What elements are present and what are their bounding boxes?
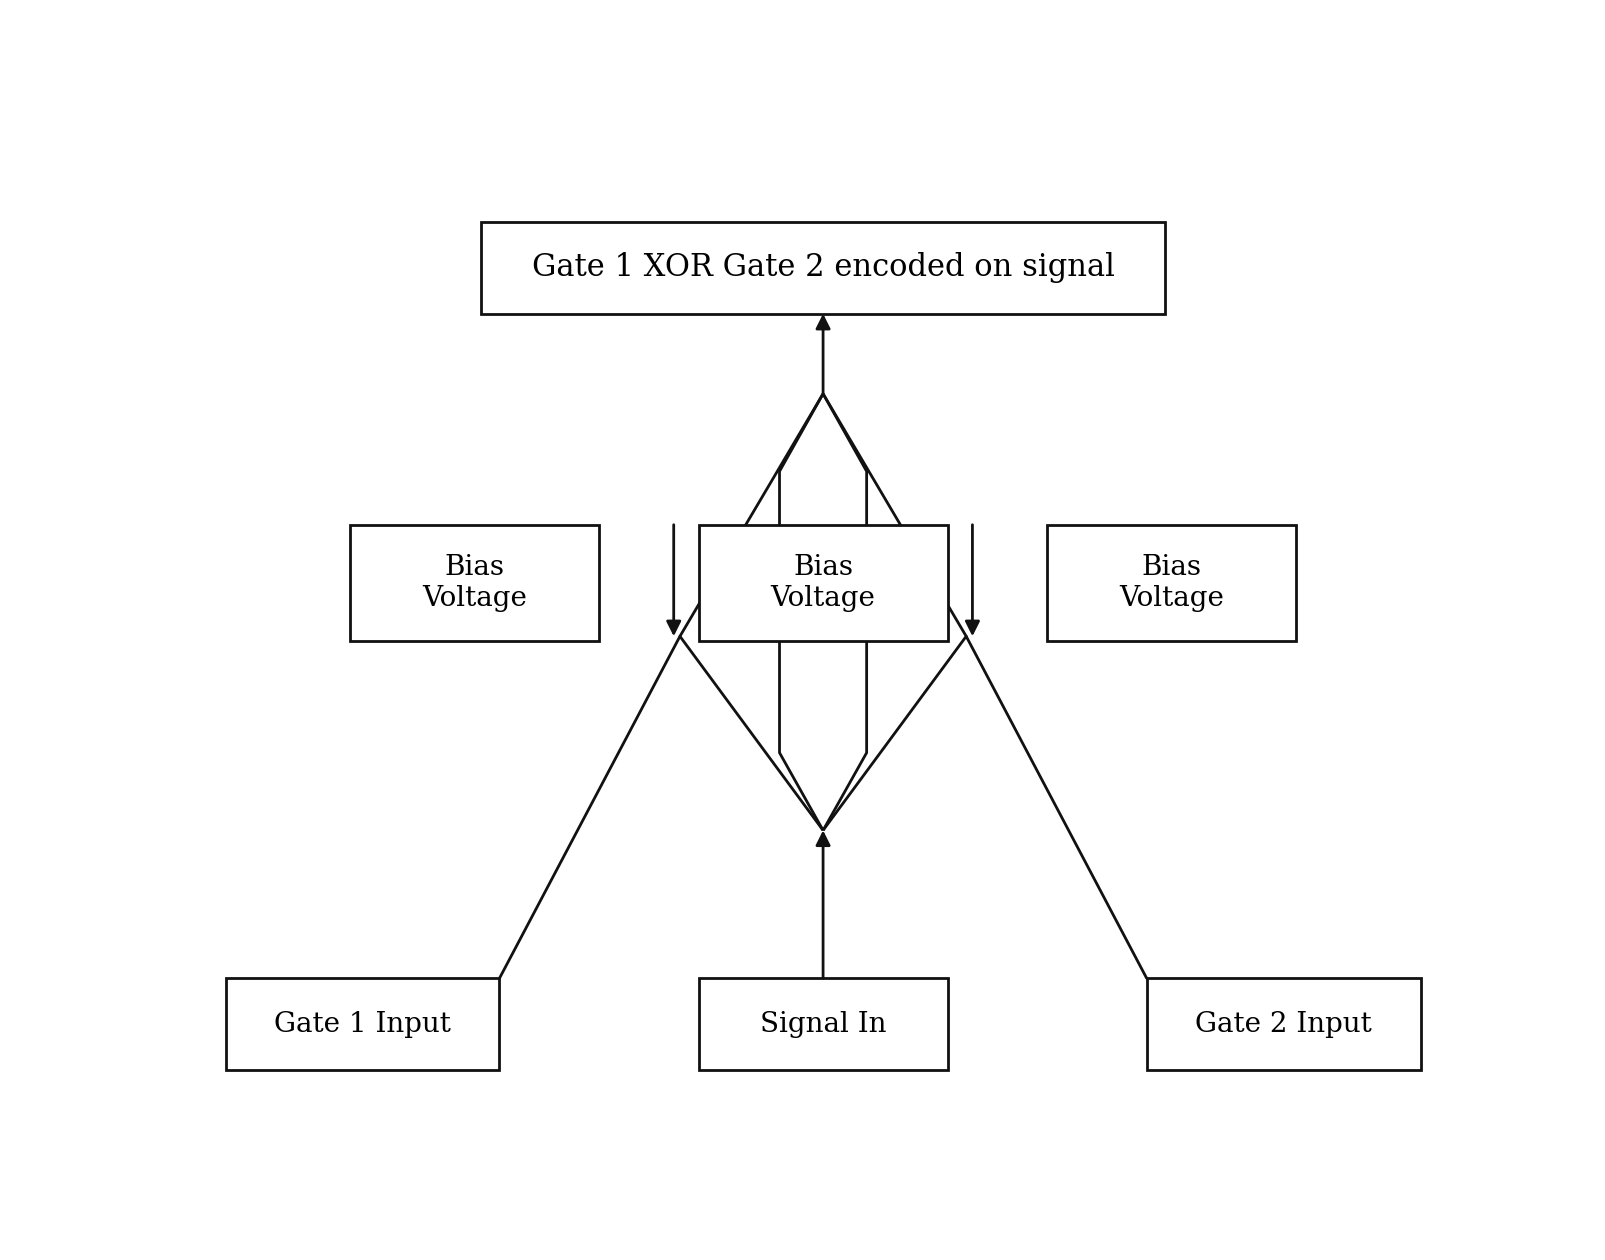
Text: Signal In: Signal In (759, 1011, 886, 1038)
Text: Gate 1 XOR Gate 2 encoded on signal: Gate 1 XOR Gate 2 encoded on signal (531, 252, 1114, 284)
FancyBboxPatch shape (698, 978, 947, 1071)
FancyBboxPatch shape (1146, 978, 1420, 1071)
Text: Gate 2 Input: Gate 2 Input (1194, 1011, 1371, 1038)
FancyBboxPatch shape (225, 978, 499, 1071)
FancyBboxPatch shape (1046, 524, 1295, 641)
Text: Bias
Voltage: Bias Voltage (1119, 554, 1223, 612)
FancyBboxPatch shape (698, 524, 947, 641)
Text: Bias
Voltage: Bias Voltage (770, 554, 875, 612)
Text: Bias
Voltage: Bias Voltage (422, 554, 526, 612)
FancyBboxPatch shape (480, 222, 1165, 314)
Text: Gate 1 Input: Gate 1 Input (274, 1011, 451, 1038)
FancyBboxPatch shape (350, 524, 599, 641)
